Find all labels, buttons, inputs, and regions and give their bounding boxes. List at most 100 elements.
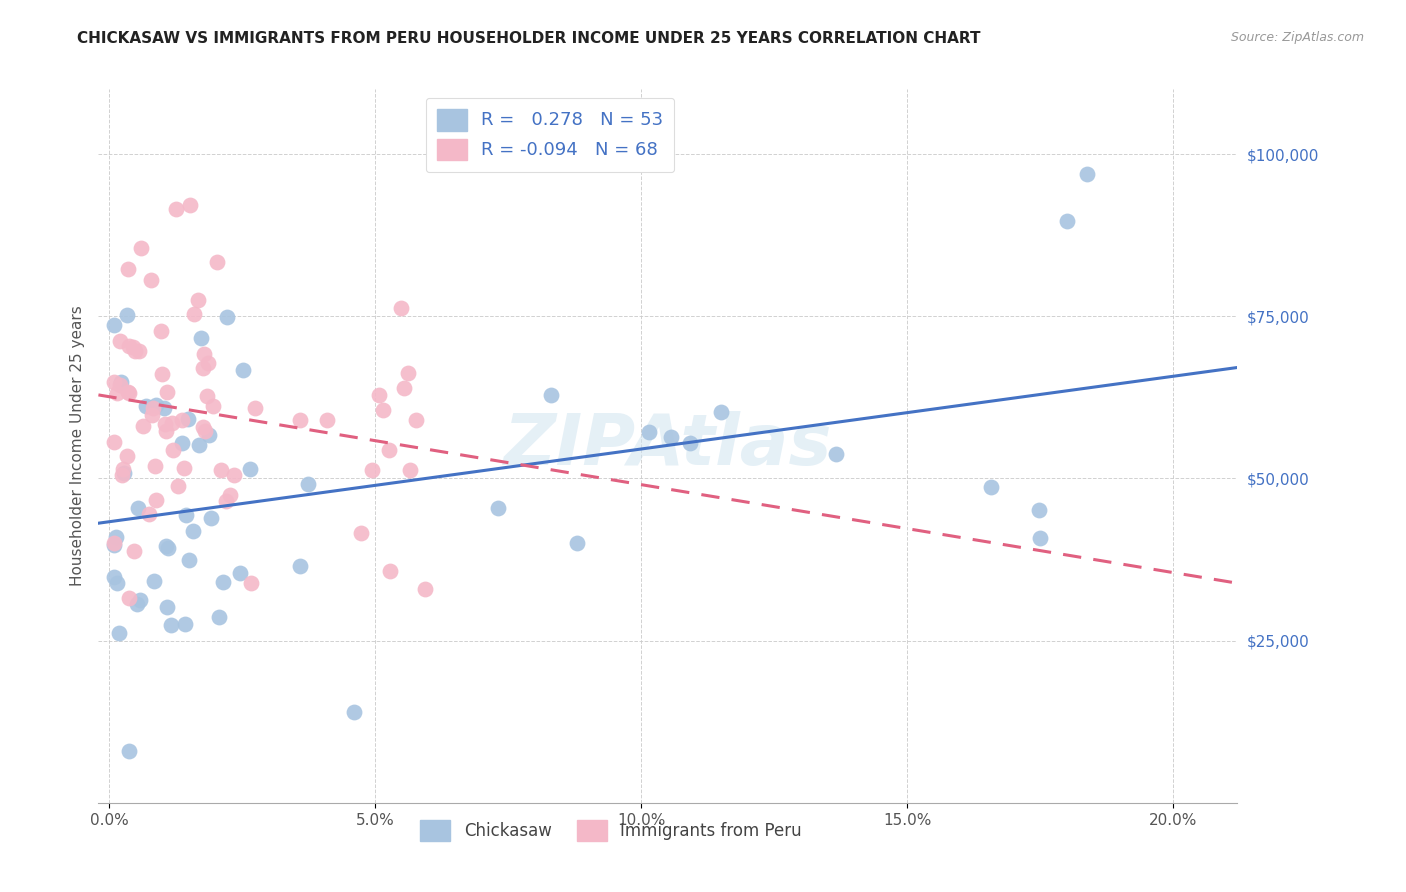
Point xyxy=(361,463,384,477)
Point xyxy=(173,616,195,631)
Point xyxy=(343,706,366,720)
Point xyxy=(160,618,183,632)
Point xyxy=(228,566,250,580)
Point xyxy=(209,463,232,477)
Point xyxy=(288,558,311,573)
Point xyxy=(108,377,131,392)
Y-axis label: Householder Income Under 25 years: Householder Income Under 25 years xyxy=(69,306,84,586)
Point xyxy=(176,412,198,426)
Point xyxy=(215,310,238,325)
Point xyxy=(155,600,177,615)
Point xyxy=(145,492,167,507)
Point xyxy=(1056,214,1078,228)
Point xyxy=(202,399,225,413)
Point xyxy=(145,398,167,412)
Point xyxy=(103,434,125,449)
Point xyxy=(191,420,214,434)
Point xyxy=(160,416,183,430)
Point xyxy=(128,593,150,607)
Point xyxy=(288,413,311,427)
Point xyxy=(243,401,266,415)
Point xyxy=(142,401,165,415)
Point xyxy=(153,401,176,416)
Point xyxy=(170,413,193,427)
Point xyxy=(112,466,135,480)
Point xyxy=(194,424,217,438)
Point xyxy=(679,435,702,450)
Point xyxy=(200,511,222,525)
Point xyxy=(239,575,262,590)
Point xyxy=(143,574,166,588)
Point xyxy=(107,625,129,640)
Point xyxy=(212,575,235,590)
Point xyxy=(150,367,173,381)
Point xyxy=(350,526,373,541)
Point xyxy=(486,500,509,515)
Point xyxy=(103,318,125,333)
Point xyxy=(1076,167,1098,181)
Point xyxy=(193,360,215,375)
Point xyxy=(110,375,132,389)
Point xyxy=(371,403,394,417)
Point xyxy=(124,343,146,358)
Point xyxy=(128,344,150,359)
Point xyxy=(138,507,160,521)
Point xyxy=(111,468,134,483)
Text: CHICKASAW VS IMMIGRANTS FROM PERU HOUSEHOLDER INCOME UNDER 25 YEARS CORRELATION : CHICKASAW VS IMMIGRANTS FROM PERU HOUSEH… xyxy=(77,31,981,46)
Point xyxy=(118,591,141,605)
Point xyxy=(174,508,197,523)
Point xyxy=(980,480,1002,494)
Point xyxy=(122,543,145,558)
Point xyxy=(135,399,157,413)
Point xyxy=(155,424,177,438)
Point xyxy=(143,458,166,473)
Point xyxy=(166,479,188,493)
Point xyxy=(179,198,201,212)
Point xyxy=(179,553,201,567)
Point xyxy=(165,202,187,216)
Point xyxy=(208,610,231,624)
Text: Source: ZipAtlas.com: Source: ZipAtlas.com xyxy=(1230,31,1364,45)
Point xyxy=(173,461,195,475)
Point xyxy=(565,536,588,550)
Point xyxy=(153,417,176,431)
Point xyxy=(155,539,177,553)
Point xyxy=(232,363,254,377)
Point xyxy=(156,384,179,399)
Point xyxy=(115,449,138,463)
Point xyxy=(129,241,152,255)
Point xyxy=(150,324,173,338)
Point xyxy=(396,366,419,380)
Point xyxy=(239,462,262,476)
Point xyxy=(127,501,149,516)
Point xyxy=(380,564,402,578)
Point xyxy=(139,273,162,287)
Point xyxy=(367,388,389,402)
Point xyxy=(103,375,125,389)
Point xyxy=(156,541,179,555)
Point xyxy=(1029,531,1052,545)
Point xyxy=(193,346,215,360)
Point xyxy=(190,331,212,345)
Point xyxy=(183,307,205,321)
Point xyxy=(195,389,218,403)
Point xyxy=(198,427,221,442)
Legend: Chickasaw, Immigrants from Peru: Chickasaw, Immigrants from Peru xyxy=(413,814,808,848)
Point xyxy=(197,356,219,370)
Point xyxy=(172,436,194,450)
Point xyxy=(131,419,153,434)
Point xyxy=(117,262,139,277)
Point xyxy=(394,381,416,395)
Point xyxy=(222,468,245,483)
Point xyxy=(117,385,139,400)
Point xyxy=(540,388,562,402)
Point xyxy=(710,405,733,419)
Point xyxy=(105,386,128,401)
Point xyxy=(103,538,125,552)
Point xyxy=(103,535,125,549)
Point xyxy=(405,413,427,427)
Point xyxy=(187,293,209,307)
Point xyxy=(125,597,148,611)
Point xyxy=(377,442,399,457)
Point xyxy=(389,301,412,315)
